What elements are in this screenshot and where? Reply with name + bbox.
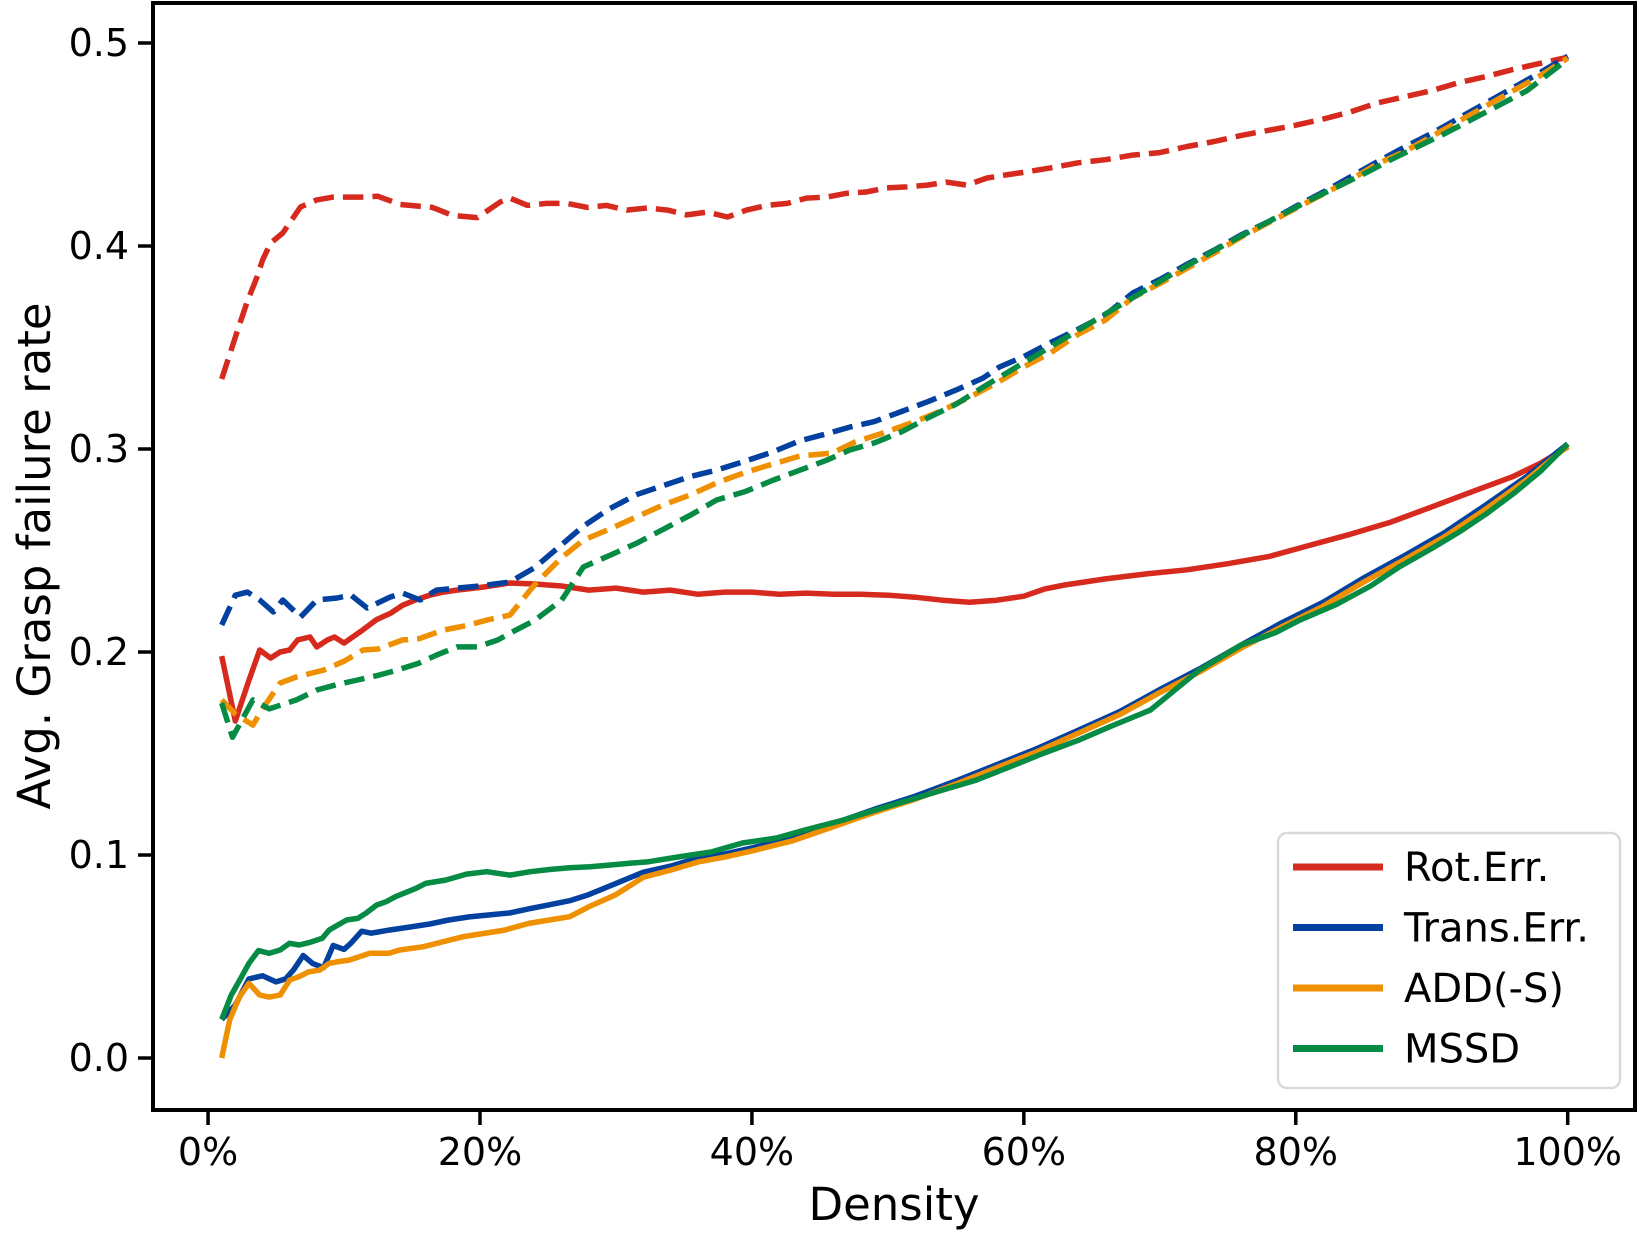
legend: Rot.Err. Trans.Err. ADD(-S) MSSD xyxy=(1276,831,1622,1090)
x-axis-title: Density xyxy=(808,1178,979,1231)
series-line-trans-err-dashed xyxy=(219,53,1570,627)
series-line-mssd-solid xyxy=(219,441,1570,1021)
x-tick-label-0%: 0% xyxy=(178,1130,238,1174)
plot-frame xyxy=(151,1,1637,1112)
legend-label-rot-err: Rot.Err. xyxy=(1404,845,1549,891)
legend-label-mssd: MSSD xyxy=(1404,1027,1520,1073)
x-tick-label-40%: 40% xyxy=(710,1130,794,1174)
legend-box xyxy=(1276,831,1622,1090)
x-tick-label-20%: 20% xyxy=(438,1130,522,1174)
series-line-mssd-dashed xyxy=(219,57,1570,741)
x-tick-label-60%: 60% xyxy=(982,1130,1066,1174)
series-line-rot-err-solid xyxy=(219,444,1570,724)
y-tick-label-0.5: 0.5 xyxy=(69,21,129,65)
y-tick-label-0.1: 0.1 xyxy=(69,833,129,877)
series-line-rot-err-dashed xyxy=(219,54,1569,380)
y-tick-label-0.4: 0.4 xyxy=(69,224,129,268)
legend-label-trans-err: Trans.Err. xyxy=(1403,906,1589,952)
y-tick-label-0.2: 0.2 xyxy=(69,630,129,674)
y-tick-label-0.3: 0.3 xyxy=(69,427,129,471)
x-axis: 0% 20% 40% 60% 80% 100% xyxy=(178,1110,1622,1174)
legend-label-add-s: ADD(-S) xyxy=(1404,966,1564,1012)
x-tick-label-100%: 100% xyxy=(1513,1130,1622,1174)
y-axis: 0.0 0.1 0.2 0.3 0.4 0.5 xyxy=(69,21,153,1080)
series-line-add-s-dashed xyxy=(219,55,1570,728)
series-group xyxy=(219,53,1570,1059)
y-tick-label-0.0: 0.0 xyxy=(69,1036,129,1080)
y-axis-title: Avg. Grasp failure rate xyxy=(8,302,61,809)
x-tick-label-80%: 80% xyxy=(1254,1130,1338,1174)
